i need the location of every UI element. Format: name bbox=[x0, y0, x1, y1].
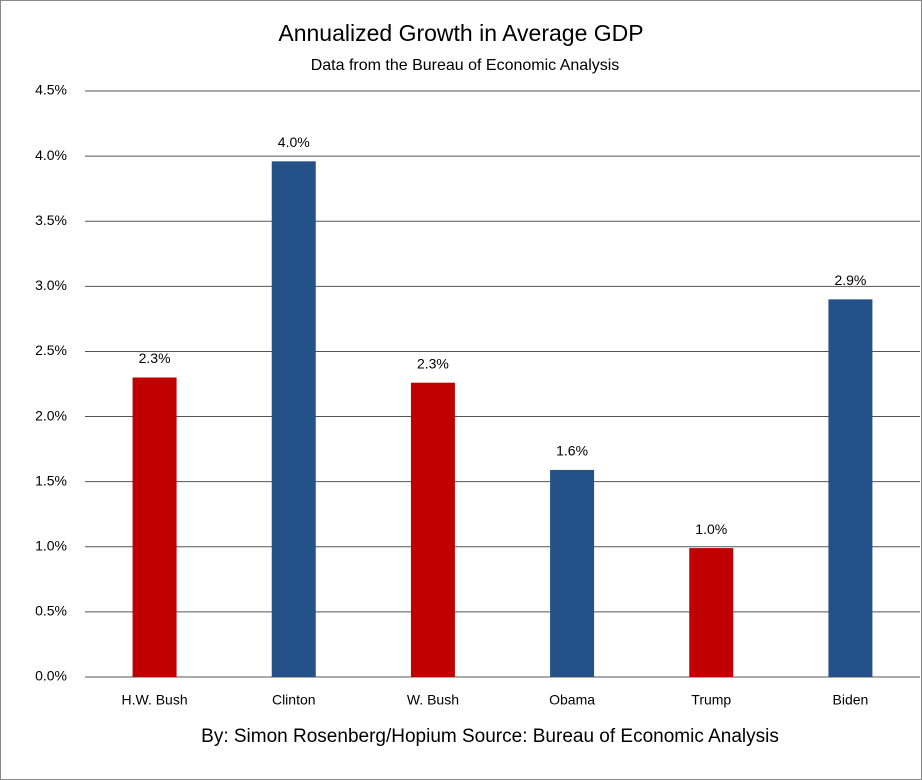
bar bbox=[550, 469, 595, 677]
y-tick-label: 0.5% bbox=[35, 603, 67, 619]
x-tick-label: H.W. Bush bbox=[122, 692, 188, 708]
chart-caption: By: Simon Rosenberg/Hopium Source: Burea… bbox=[201, 726, 779, 747]
data-label: 2.3% bbox=[139, 350, 171, 366]
data-label: 2.3% bbox=[417, 355, 449, 371]
data-label: 4.0% bbox=[278, 134, 310, 150]
y-tick-label: 3.0% bbox=[35, 277, 67, 293]
y-tick-label: 4.0% bbox=[35, 147, 67, 163]
chart-subtitle: Data from the Bureau of Economic Analysi… bbox=[311, 57, 620, 74]
x-tick-label: W. Bush bbox=[407, 692, 459, 708]
bar bbox=[271, 161, 316, 677]
y-tick-label: 1.5% bbox=[35, 472, 67, 488]
y-tick-label: 0.0% bbox=[35, 668, 67, 684]
data-label: 2.9% bbox=[834, 272, 866, 288]
y-tick-label: 2.5% bbox=[35, 342, 67, 358]
x-tick-label: Trump bbox=[691, 692, 731, 708]
y-tick-label: 1.0% bbox=[35, 537, 67, 553]
x-tick-label: Clinton bbox=[272, 692, 316, 708]
data-label: 1.0% bbox=[695, 521, 727, 537]
chart-title: Annualized Growth in Average GDP bbox=[278, 20, 643, 46]
bar bbox=[132, 377, 177, 677]
y-tick-label: 4.5% bbox=[35, 82, 67, 98]
x-tick-label: Obama bbox=[549, 692, 595, 708]
bar bbox=[410, 382, 455, 677]
y-tick-label: 2.0% bbox=[35, 407, 67, 423]
bar bbox=[689, 548, 734, 677]
data-label: 1.6% bbox=[556, 443, 588, 459]
y-tick-label: 3.5% bbox=[35, 212, 67, 228]
x-tick-label: Biden bbox=[833, 692, 869, 708]
bar bbox=[828, 299, 873, 677]
